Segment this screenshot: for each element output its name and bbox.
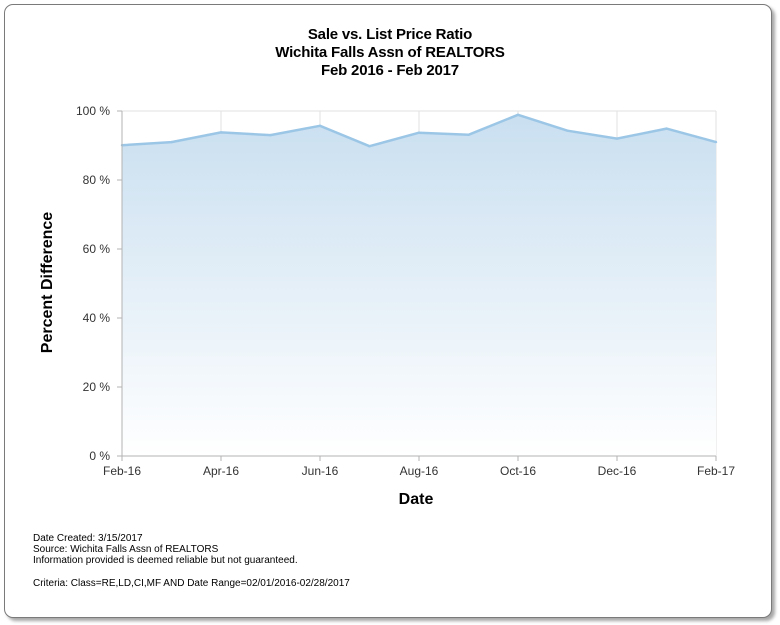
data-point (714, 140, 718, 144)
chart-title: Sale vs. List Price Ratio (307, 26, 473, 43)
y-axis-title: Percent Difference (39, 212, 56, 353)
data-point (566, 129, 569, 132)
data-point (269, 133, 272, 137)
y-tick-label: 60 % (83, 242, 111, 256)
x-tick-label: Oct-16 (500, 464, 536, 478)
area-series (120, 113, 718, 457)
data-point (516, 113, 520, 117)
footer-criteria: Criteria: Class=RE,LD,CI,MF AND Date Ran… (33, 578, 350, 589)
y-tick-label: 0 % (89, 449, 110, 463)
x-axis-title: Date (399, 491, 434, 508)
y-tick-label: 100 % (76, 104, 110, 118)
data-point (219, 131, 223, 134)
y-tick-label: 20 % (83, 380, 111, 394)
chart-subtitle-date-range: Feb 2016 - Feb 2017 (321, 62, 459, 79)
data-point (665, 127, 668, 130)
x-tick-label: Apr-16 (203, 464, 239, 478)
area-fill (122, 114, 716, 457)
data-point (417, 131, 421, 134)
footer-source: Source: Wichita Falls Assn of REALTORS (33, 544, 219, 555)
axes (117, 110, 717, 461)
x-tick-label: Feb-17 (697, 464, 735, 478)
y-tick-label: 40 % (83, 311, 111, 325)
x-tick-label: Jun-16 (302, 464, 339, 478)
data-point (170, 140, 173, 144)
x-tick-label: Aug-16 (400, 464, 439, 478)
y-tick-label: 80 % (83, 173, 111, 187)
x-tick-label: Feb-16 (103, 464, 141, 478)
data-point (615, 137, 619, 140)
footer-date-created: Date Created: 3/15/2017 (33, 533, 143, 544)
x-tick-label: Dec-16 (598, 464, 637, 478)
data-point (368, 145, 371, 148)
chart-subtitle-association: Wichita Falls Assn of REALTORS (275, 44, 505, 61)
axis-labels: 0 % 20 % 40 % 60 % 80 % 100 % Feb-16 Apr-16 Jun-… (39, 104, 735, 508)
data-point (467, 133, 470, 136)
footer-disclaimer: Information provided is deemed reliable … (33, 555, 298, 566)
data-point (318, 124, 322, 128)
chart-footer: Date Created: 3/15/2017 Source: Wichita … (33, 533, 350, 589)
chart-title-block: Sale vs. List Price Ratio Wichita Falls … (0, 26, 780, 80)
